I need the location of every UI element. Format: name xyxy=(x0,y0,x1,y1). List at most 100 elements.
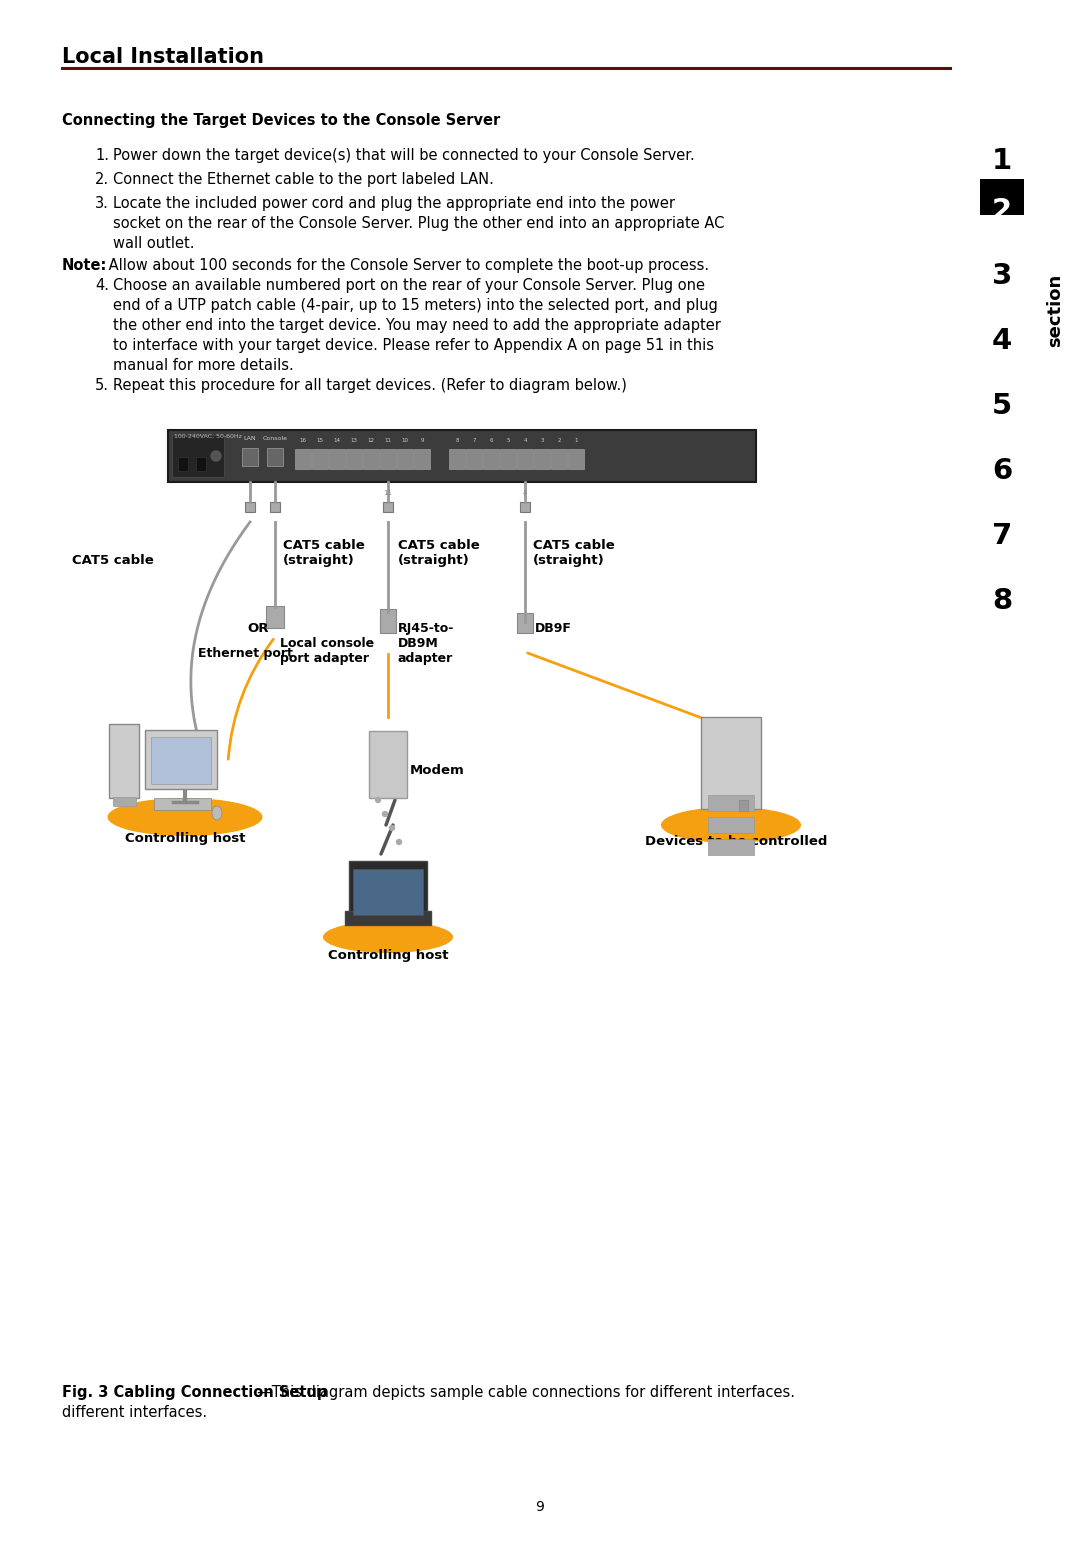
Text: to interface with your target device. Please refer to Appendix A on page 51 in t: to interface with your target device. Pl… xyxy=(113,338,714,353)
FancyBboxPatch shape xyxy=(242,449,258,466)
Text: 2.: 2. xyxy=(95,173,109,187)
Text: 6: 6 xyxy=(991,456,1012,486)
Ellipse shape xyxy=(108,799,262,836)
FancyBboxPatch shape xyxy=(151,737,211,783)
Text: 1.: 1. xyxy=(95,148,109,163)
FancyBboxPatch shape xyxy=(112,797,135,805)
FancyBboxPatch shape xyxy=(500,449,516,469)
Text: 1: 1 xyxy=(575,438,578,443)
Text: 2: 2 xyxy=(991,197,1012,225)
FancyBboxPatch shape xyxy=(701,717,761,810)
Text: wall outlet.: wall outlet. xyxy=(113,236,194,251)
Text: CAT5 cable
(straight): CAT5 cable (straight) xyxy=(399,540,480,567)
FancyBboxPatch shape xyxy=(363,449,379,469)
FancyBboxPatch shape xyxy=(534,449,550,469)
FancyBboxPatch shape xyxy=(312,449,328,469)
Text: Repeat this procedure for all target devices. (Refer to diagram below.): Repeat this procedure for all target dev… xyxy=(113,378,626,393)
Text: OR: OR xyxy=(247,621,269,635)
Text: 15: 15 xyxy=(316,438,324,443)
FancyBboxPatch shape xyxy=(739,799,747,811)
Text: 11: 11 xyxy=(384,438,391,443)
Text: Local Installation: Local Installation xyxy=(62,46,264,66)
FancyBboxPatch shape xyxy=(708,839,754,854)
Text: 5.: 5. xyxy=(95,378,109,393)
FancyBboxPatch shape xyxy=(329,449,345,469)
Circle shape xyxy=(396,839,402,845)
FancyBboxPatch shape xyxy=(383,503,393,512)
Text: 7: 7 xyxy=(991,523,1012,550)
Text: 7: 7 xyxy=(472,438,476,443)
FancyBboxPatch shape xyxy=(145,729,217,790)
Text: Choose an available numbered port on the rear of your Console Server. Plug one: Choose an available numbered port on the… xyxy=(113,278,705,293)
Text: 3: 3 xyxy=(540,438,543,443)
Text: 13: 13 xyxy=(351,438,357,443)
FancyBboxPatch shape xyxy=(349,860,427,913)
Text: 16: 16 xyxy=(299,438,307,443)
Text: the other end into the target device. You may need to add the appropriate adapte: the other end into the target device. Yo… xyxy=(113,318,720,333)
FancyBboxPatch shape xyxy=(708,817,754,833)
Text: 4: 4 xyxy=(523,438,527,443)
Text: Connecting the Target Devices to the Console Server: Connecting the Target Devices to the Con… xyxy=(62,113,500,128)
Text: CAT5 cable
(straight): CAT5 cable (straight) xyxy=(283,540,365,567)
Circle shape xyxy=(390,825,394,831)
FancyBboxPatch shape xyxy=(353,870,423,914)
FancyBboxPatch shape xyxy=(369,731,407,799)
FancyBboxPatch shape xyxy=(295,449,311,469)
FancyBboxPatch shape xyxy=(346,449,362,469)
Ellipse shape xyxy=(661,806,801,843)
Text: Controlling host: Controlling host xyxy=(327,948,448,962)
Ellipse shape xyxy=(212,806,222,820)
FancyBboxPatch shape xyxy=(465,449,482,469)
FancyBboxPatch shape xyxy=(245,503,255,512)
Text: Connect the Ethernet cable to the port labeled LAN.: Connect the Ethernet cable to the port l… xyxy=(113,173,494,187)
Circle shape xyxy=(211,450,221,461)
FancyBboxPatch shape xyxy=(519,503,530,512)
FancyBboxPatch shape xyxy=(266,606,284,628)
Text: Modem: Modem xyxy=(410,763,464,777)
Text: Fig. 3 Cabling Connection Setup: Fig. 3 Cabling Connection Setup xyxy=(62,1385,327,1400)
Text: section: section xyxy=(1047,273,1064,347)
Text: 14: 14 xyxy=(334,438,340,443)
Text: Controlling host: Controlling host xyxy=(125,833,245,845)
FancyBboxPatch shape xyxy=(172,435,224,476)
Text: end of a UTP patch cable (4-pair, up to 15 meters) into the selected port, and p: end of a UTP patch cable (4-pair, up to … xyxy=(113,298,718,313)
Text: Power down the target device(s) that will be connected to your Console Server.: Power down the target device(s) that wil… xyxy=(113,148,694,163)
FancyBboxPatch shape xyxy=(380,609,396,634)
FancyBboxPatch shape xyxy=(551,449,567,469)
FancyBboxPatch shape xyxy=(517,449,534,469)
Text: CAT5 cable: CAT5 cable xyxy=(72,554,153,567)
Text: 11: 11 xyxy=(383,490,392,497)
Text: LAN: LAN xyxy=(244,436,256,441)
Text: RJ45-to-
DB9M
adapter: RJ45-to- DB9M adapter xyxy=(399,621,455,665)
Text: Allow about 100 seconds for the Console Server to complete the boot-up process.: Allow about 100 seconds for the Console … xyxy=(104,258,710,273)
Text: CAT5 cable
(straight): CAT5 cable (straight) xyxy=(534,540,615,567)
Text: 4.: 4. xyxy=(95,278,109,293)
FancyBboxPatch shape xyxy=(517,614,534,634)
Text: —This diagram depicts sample cable connections for different interfaces.: —This diagram depicts sample cable conne… xyxy=(257,1385,795,1400)
Text: socket on the rear of the Console Server. Plug the other end into an appropriate: socket on the rear of the Console Server… xyxy=(113,216,725,231)
FancyBboxPatch shape xyxy=(154,799,211,810)
Text: 8: 8 xyxy=(456,438,459,443)
FancyBboxPatch shape xyxy=(380,449,396,469)
Text: 4: 4 xyxy=(523,490,527,497)
Circle shape xyxy=(382,811,388,817)
Text: Local console
port adapter: Local console port adapter xyxy=(280,637,374,665)
Text: 8: 8 xyxy=(991,588,1012,615)
FancyBboxPatch shape xyxy=(708,796,754,811)
Circle shape xyxy=(376,797,380,802)
Text: 5: 5 xyxy=(991,392,1012,419)
Ellipse shape xyxy=(323,921,453,953)
Text: 1: 1 xyxy=(991,146,1012,174)
FancyBboxPatch shape xyxy=(178,456,188,470)
FancyBboxPatch shape xyxy=(267,449,283,466)
Text: 12: 12 xyxy=(367,438,375,443)
FancyBboxPatch shape xyxy=(195,456,206,470)
Text: 10: 10 xyxy=(402,438,408,443)
Text: 100-240VAC, 50-60Hz: 100-240VAC, 50-60Hz xyxy=(174,433,242,439)
Text: 5: 5 xyxy=(507,438,510,443)
Text: 4: 4 xyxy=(991,327,1012,355)
Text: Devices to be controlled: Devices to be controlled xyxy=(645,836,827,848)
FancyBboxPatch shape xyxy=(270,503,280,512)
FancyBboxPatch shape xyxy=(483,449,499,469)
Text: manual for more details.: manual for more details. xyxy=(113,358,294,373)
